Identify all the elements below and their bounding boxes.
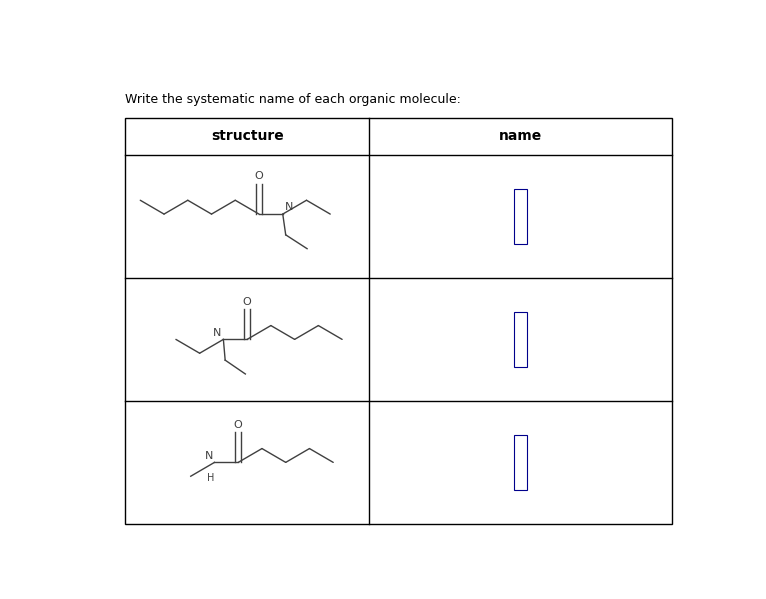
Bar — [126, 118, 672, 524]
Text: name: name — [499, 129, 542, 143]
Text: structure: structure — [211, 129, 283, 143]
Text: Write the systematic name of each organic molecule:: Write the systematic name of each organi… — [126, 93, 461, 107]
Text: O: O — [254, 171, 264, 181]
Bar — [514, 189, 527, 244]
Bar — [514, 435, 527, 490]
Text: N: N — [213, 328, 221, 338]
Text: H: H — [207, 473, 214, 483]
Bar — [514, 311, 527, 367]
Text: O: O — [234, 420, 243, 429]
Text: O: O — [243, 297, 251, 307]
Text: N: N — [205, 451, 213, 461]
Text: N: N — [284, 202, 293, 212]
